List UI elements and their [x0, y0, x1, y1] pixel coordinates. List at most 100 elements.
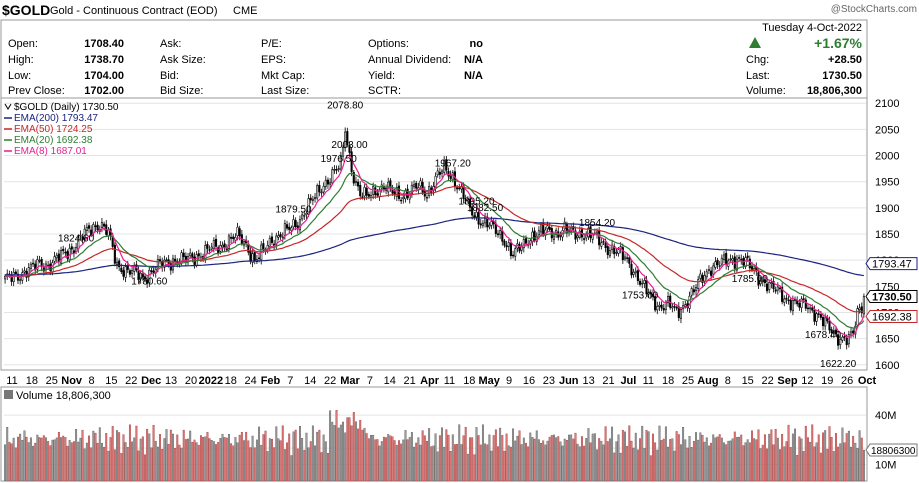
- candle-body: [212, 240, 215, 249]
- up-arrow-icon: [749, 37, 761, 48]
- volume-bar: [772, 444, 775, 482]
- volume-bar: [260, 444, 263, 482]
- options-label: Options:: [368, 38, 409, 50]
- candle-body: [214, 238, 218, 247]
- volume-bar: [738, 436, 741, 482]
- sctr-label: SCTR:: [368, 85, 401, 97]
- candle-body: [585, 234, 588, 239]
- candle-body: [352, 172, 355, 184]
- x-tick-label: May: [479, 375, 501, 387]
- x-tick-label: 19: [821, 375, 833, 387]
- volume-bar: [570, 434, 573, 482]
- candle-body: [591, 234, 594, 240]
- candle-body: [438, 172, 441, 175]
- volume-bar: [238, 434, 241, 482]
- candle-body: [141, 273, 144, 278]
- x-tick-label: Mar: [340, 375, 360, 387]
- candle-body: [66, 251, 69, 259]
- candle-body: [55, 254, 58, 259]
- volume-bar: [748, 442, 751, 482]
- candle-body: [421, 182, 424, 193]
- volume-bar: [660, 440, 663, 482]
- volume-bar: [92, 430, 95, 482]
- x-tick-label: 18: [463, 375, 475, 387]
- candle-body: [357, 181, 360, 187]
- candle-body: [690, 288, 693, 296]
- volume-bar: [591, 433, 594, 482]
- volume-bar: [19, 433, 22, 482]
- candle-body: [4, 276, 7, 280]
- volume-bar: [794, 428, 796, 482]
- volume-bar: [262, 434, 265, 482]
- annotation-label: 1882.50: [467, 203, 504, 214]
- price-tag-label: 1692.38: [872, 311, 912, 323]
- annotation-label: 1785.00: [732, 274, 769, 285]
- volume-bar: [522, 437, 525, 482]
- volume-bar: [318, 429, 321, 482]
- candle-body: [699, 273, 702, 279]
- volume-bar: [393, 440, 396, 482]
- candle-body: [425, 196, 429, 199]
- volume-bar: [180, 447, 183, 482]
- ask-label: Ask:: [160, 38, 181, 50]
- x-tick-label: 11: [643, 375, 654, 387]
- candle-body: [236, 226, 239, 237]
- volume-bar: [664, 426, 667, 482]
- high-value: 1738.70: [84, 54, 124, 66]
- quote-table: Open: 1708.40 High: 1738.70 Low: 1704.00…: [8, 22, 863, 97]
- volume-bar: [763, 434, 766, 482]
- candle-body: [316, 185, 319, 199]
- candle-body: [217, 247, 220, 253]
- volume-bar: [47, 441, 50, 482]
- candle-body: [266, 245, 269, 250]
- volume-bar: [720, 437, 723, 482]
- volume-bar: [858, 430, 861, 482]
- candle-body: [79, 234, 82, 237]
- candle-body: [587, 227, 590, 238]
- volume-bar: [268, 438, 271, 482]
- candle-body: [830, 329, 833, 334]
- volume-bar: [367, 438, 370, 482]
- volume-bar: [781, 434, 784, 482]
- candle-body: [303, 215, 306, 217]
- candle-body: [845, 337, 848, 346]
- candle-body: [326, 179, 330, 185]
- annotation-label: 1780.60: [131, 276, 168, 287]
- candle-body: [768, 282, 771, 290]
- volume-bar: [718, 434, 721, 482]
- candle-body: [473, 215, 476, 218]
- volume-bar: [219, 438, 222, 482]
- volume-bar: [807, 437, 809, 482]
- y-tick-label: 1600: [875, 360, 899, 372]
- volume-bar: [139, 438, 142, 482]
- volume-bar: [492, 435, 495, 482]
- candle-body: [475, 211, 478, 218]
- volume-bar: [697, 439, 700, 482]
- candle-body: [520, 246, 523, 251]
- volume-bar: [42, 435, 45, 482]
- volume-bar: [152, 425, 155, 482]
- candle-body: [341, 146, 345, 157]
- last-value: 1730.50: [822, 70, 862, 82]
- volume-bar: [361, 429, 364, 482]
- volume-bar: [249, 447, 252, 482]
- candle-body: [496, 233, 500, 236]
- volume-bar: [428, 428, 431, 482]
- y-tick-label: 2000: [875, 151, 899, 163]
- x-tick-label: Feb: [261, 375, 281, 387]
- candle-body: [512, 254, 515, 257]
- candle-body: [608, 250, 611, 257]
- candle-body: [227, 235, 230, 249]
- volume-bar: [654, 442, 657, 482]
- candle-body: [731, 258, 734, 261]
- exchange: CME: [233, 5, 257, 17]
- volume-bar: [165, 429, 168, 482]
- volume-bar: [813, 446, 816, 482]
- candle-body: [288, 226, 291, 230]
- quote-date: Tuesday 4-Oct-2022: [762, 22, 862, 34]
- open-label: Open:: [8, 38, 38, 50]
- watermark: @StockCharts.com: [831, 4, 917, 15]
- legend-entry: EMA(200) 1793.47: [14, 113, 98, 124]
- x-tick-label: 14: [384, 375, 396, 387]
- candle-body: [774, 289, 777, 292]
